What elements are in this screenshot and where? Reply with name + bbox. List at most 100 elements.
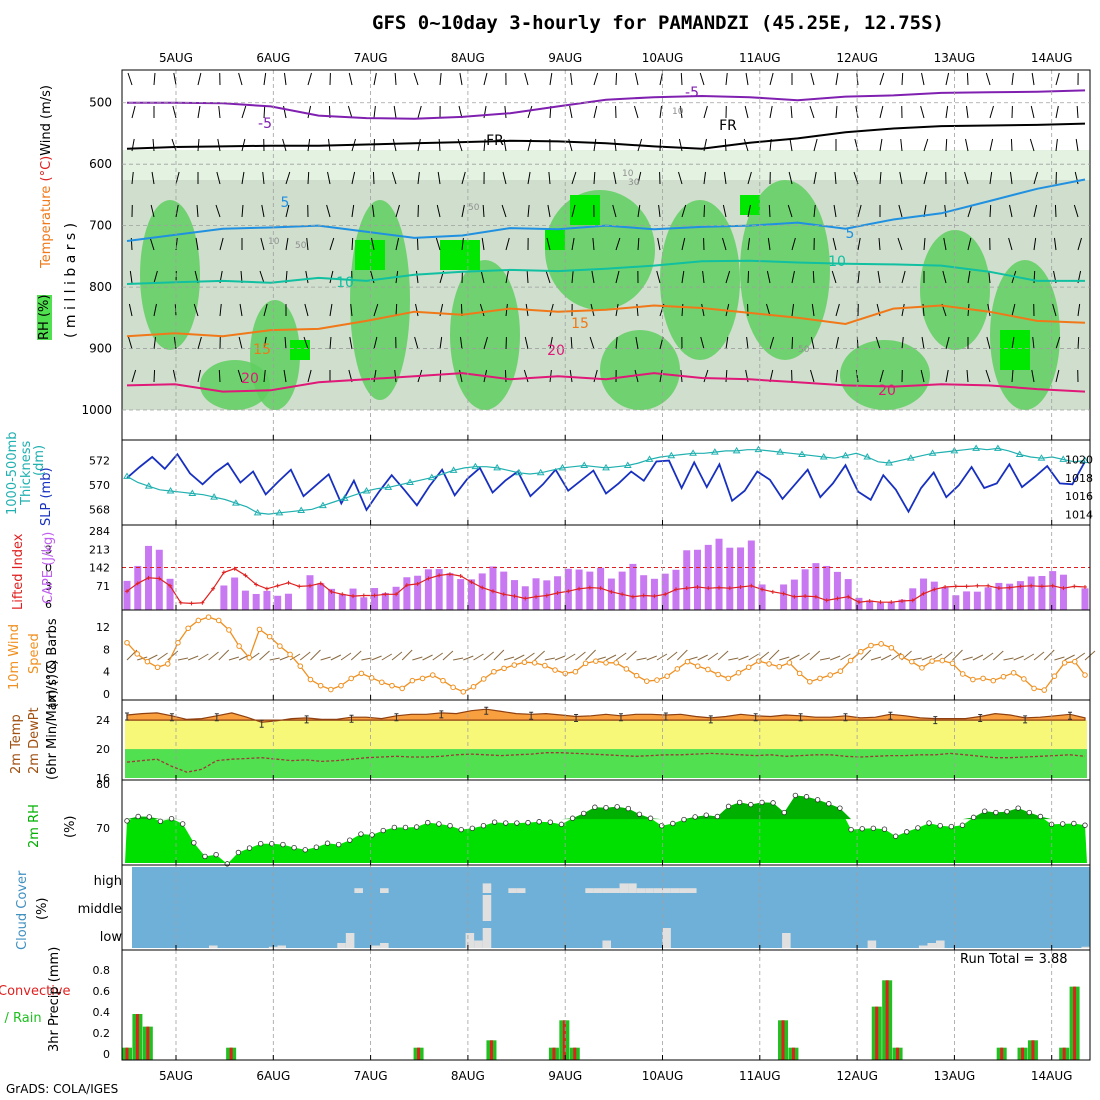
wind-barb (966, 72, 969, 86)
wind-barb (285, 204, 290, 218)
wind10m-marker (1072, 658, 1078, 665)
precip-label: 3hr Precip (mm) (47, 946, 62, 1052)
cloud-bar-low (602, 940, 611, 948)
wind10m-marker (796, 670, 803, 677)
cape-bar (166, 578, 174, 610)
wind10m-barb (187, 655, 199, 661)
wind-barb (744, 105, 749, 119)
wind-barb (920, 105, 925, 119)
wind-barb (945, 105, 949, 119)
precip-conv-bar (1000, 1047, 1004, 1060)
temp-label-10: 10 (336, 275, 354, 291)
wind-barb (1030, 105, 1035, 119)
rh2m-marker (1026, 809, 1033, 816)
wind-barb (504, 105, 507, 119)
rh2m-marker (413, 824, 420, 830)
wind-barb (263, 72, 267, 86)
thickness-marker (602, 463, 610, 471)
wind10m-marker (847, 657, 854, 664)
rh2m-marker (380, 827, 386, 834)
wind10m-marker (1082, 672, 1088, 678)
wind10m-barb (442, 650, 454, 661)
thickness-marker (841, 451, 850, 459)
slp-line (126, 452, 1086, 514)
thickness-marker (362, 487, 371, 494)
wind-barb (1055, 336, 1061, 350)
wind-barb (791, 303, 795, 317)
rh2m-marker (714, 813, 721, 820)
thickness-marker (906, 454, 915, 461)
temp2m-minmax-bar (484, 706, 489, 715)
temp2m-tick-label: 20 (96, 743, 110, 756)
wind-barb (769, 336, 775, 350)
wind-barb (549, 72, 553, 86)
wind10m-marker (888, 644, 895, 651)
wind-barb (593, 369, 598, 383)
li-marker (534, 594, 539, 599)
li-marker (738, 584, 743, 589)
cape-tick-label: 213 (89, 543, 110, 556)
cape-bar (629, 563, 637, 610)
temp-label-20: 20 (547, 343, 565, 359)
cloud-bar-low (380, 943, 389, 948)
wind-barb (833, 204, 837, 218)
temp2m-minmax-bar (933, 716, 938, 725)
pressure-tick-label: 500 (89, 96, 112, 110)
rh2m-marker (458, 826, 464, 833)
wind-barb (215, 204, 221, 218)
wind10m-label-1: 10m Wind (7, 623, 22, 690)
wind-barb (1055, 138, 1058, 152)
wind-barb (1029, 138, 1035, 152)
wind-barb (986, 336, 991, 350)
cloud-bar-low (337, 943, 346, 948)
precip-conv-bar (489, 1040, 493, 1060)
precip-conv-bar (417, 1047, 421, 1060)
rh2m-marker (168, 815, 175, 822)
li-marker (684, 586, 689, 591)
wind10m-marker (664, 673, 670, 679)
date-label-top: 5AUG (159, 51, 193, 65)
wind10m-marker (378, 679, 385, 686)
thickness-marker (515, 468, 523, 476)
thickness-marker (123, 472, 131, 479)
wind10m-barb (921, 655, 933, 661)
panel-frame-wind10m (121, 609, 1091, 701)
li-marker (275, 583, 280, 588)
slp-tick-label: 1020 (1065, 454, 1093, 467)
wind-barb (703, 204, 706, 218)
li-marker (749, 583, 754, 588)
wind10m-barb (697, 654, 708, 661)
precip-conv-bar (552, 1047, 556, 1060)
precip-conv-bar (125, 1047, 129, 1060)
wind10m-barb (544, 657, 555, 661)
rh2m-marker (391, 824, 398, 831)
wind-barb (483, 336, 488, 350)
precip-conv-bar (562, 1020, 566, 1060)
date-label-top: 10AUG (642, 51, 684, 65)
li-marker (652, 594, 657, 599)
wind10m-barb (1064, 654, 1075, 661)
rh2m-marker (1015, 805, 1021, 811)
cape-bar (478, 573, 486, 610)
wind-barb (527, 105, 533, 119)
wind-barb (1075, 138, 1079, 152)
wind-barb (347, 105, 353, 119)
li-marker (523, 596, 528, 601)
wind-barb (307, 171, 310, 185)
wind-barb (1010, 138, 1013, 152)
thickness-marker (863, 452, 872, 460)
precip-conv-bar (146, 1026, 150, 1060)
li-marker (458, 574, 463, 579)
li-marker (620, 592, 625, 597)
wind10m-barb (615, 652, 627, 661)
wind-barb (307, 105, 312, 119)
rh2m-marker (157, 818, 164, 825)
wind-barb (1076, 105, 1079, 119)
wind-barb (439, 72, 442, 86)
wind10m-barb (779, 656, 790, 661)
wind-barb (1011, 369, 1014, 383)
wind10m-marker (1031, 685, 1037, 692)
li-marker (867, 598, 872, 603)
wind-barb (239, 303, 243, 317)
wind10m-barb (401, 649, 413, 661)
